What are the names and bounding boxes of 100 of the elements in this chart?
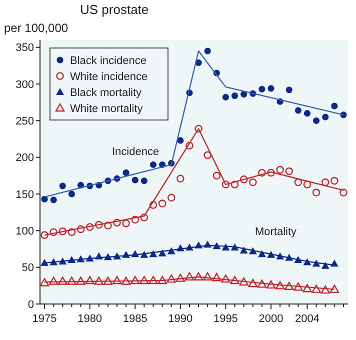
point bbox=[112, 276, 122, 284]
point bbox=[40, 278, 50, 286]
annotation: Incidence bbox=[112, 146, 160, 158]
point bbox=[149, 201, 158, 209]
point bbox=[58, 228, 67, 236]
point bbox=[284, 282, 294, 290]
point bbox=[158, 249, 166, 256]
point bbox=[240, 246, 248, 254]
point bbox=[104, 222, 112, 230]
legend-label: White incidence bbox=[70, 70, 148, 83]
point bbox=[103, 276, 113, 285]
point bbox=[222, 94, 230, 100]
x-tick-label: 1985 bbox=[122, 313, 148, 325]
point bbox=[67, 276, 76, 285]
point bbox=[321, 178, 330, 186]
point bbox=[257, 280, 267, 288]
y-tick-label: 150 bbox=[16, 188, 34, 201]
point bbox=[294, 178, 302, 186]
point bbox=[41, 196, 48, 202]
point bbox=[268, 85, 274, 92]
point bbox=[267, 168, 275, 177]
point bbox=[285, 167, 294, 176]
point bbox=[303, 180, 312, 188]
point bbox=[48, 276, 58, 285]
point bbox=[222, 180, 230, 188]
legend-label: White mortality bbox=[70, 102, 144, 115]
point bbox=[58, 276, 68, 285]
point bbox=[240, 90, 248, 98]
point bbox=[121, 276, 131, 285]
x-tick-label: 2004 bbox=[294, 313, 320, 325]
x-tick-label: 1975 bbox=[32, 313, 57, 325]
point bbox=[50, 228, 58, 236]
legend-label: Black mortality bbox=[70, 86, 142, 99]
point bbox=[140, 276, 149, 284]
point bbox=[330, 176, 338, 185]
point bbox=[202, 272, 212, 280]
point bbox=[258, 168, 266, 177]
point bbox=[40, 258, 49, 266]
point bbox=[76, 276, 86, 285]
y-tick-label: 300 bbox=[16, 78, 34, 91]
point bbox=[158, 276, 167, 284]
point bbox=[340, 188, 348, 196]
point bbox=[194, 124, 202, 133]
point bbox=[113, 218, 121, 226]
point bbox=[240, 175, 248, 184]
point bbox=[258, 86, 266, 92]
point bbox=[194, 272, 204, 280]
point bbox=[248, 178, 257, 186]
point bbox=[294, 107, 302, 114]
point bbox=[304, 110, 311, 117]
point bbox=[130, 276, 140, 284]
point bbox=[94, 220, 103, 229]
point bbox=[321, 262, 330, 269]
point bbox=[140, 178, 148, 184]
annotation: Mortality bbox=[255, 226, 298, 238]
point bbox=[176, 174, 184, 182]
y-tick-label: 100 bbox=[16, 226, 34, 238]
point bbox=[239, 277, 248, 286]
point bbox=[131, 216, 140, 224]
point bbox=[167, 194, 176, 202]
x-tick-label: 1980 bbox=[78, 313, 102, 325]
y-tick-label: 0 bbox=[28, 298, 34, 311]
x-tick-label: 2000 bbox=[258, 313, 284, 325]
point bbox=[275, 281, 285, 290]
point bbox=[176, 274, 186, 282]
point bbox=[294, 282, 303, 291]
point bbox=[59, 182, 66, 190]
legend-label: Black incidence bbox=[70, 54, 146, 67]
point bbox=[230, 276, 240, 284]
point bbox=[212, 273, 222, 282]
y-tick-label: 200 bbox=[16, 152, 34, 164]
y-tick-label: 250 bbox=[16, 116, 34, 128]
point bbox=[86, 223, 94, 231]
point bbox=[286, 86, 292, 94]
point bbox=[221, 274, 230, 283]
chart-title: US prostate bbox=[80, 2, 149, 17]
point bbox=[148, 276, 158, 284]
point bbox=[212, 172, 221, 180]
y-tick-label: 50 bbox=[22, 262, 34, 274]
point bbox=[320, 285, 330, 294]
point bbox=[50, 196, 57, 204]
point bbox=[312, 117, 320, 124]
point bbox=[322, 114, 329, 120]
point bbox=[40, 231, 48, 239]
point bbox=[302, 284, 312, 292]
point bbox=[140, 214, 148, 222]
point bbox=[158, 200, 166, 208]
point bbox=[231, 92, 238, 100]
point bbox=[266, 280, 276, 289]
point bbox=[230, 180, 239, 188]
point bbox=[184, 272, 194, 280]
point bbox=[248, 278, 258, 288]
point bbox=[85, 276, 94, 284]
point bbox=[276, 166, 284, 174]
point bbox=[76, 225, 85, 234]
point bbox=[331, 102, 338, 110]
point bbox=[204, 151, 212, 160]
point bbox=[68, 190, 76, 198]
point bbox=[68, 228, 76, 236]
point bbox=[132, 176, 138, 184]
